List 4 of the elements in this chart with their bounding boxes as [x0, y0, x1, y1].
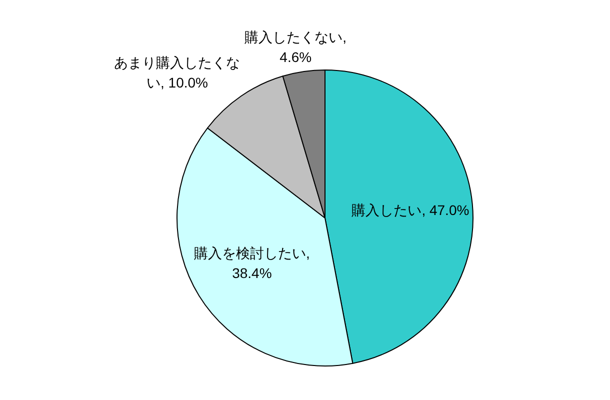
- data-label: 購入したくない, 4.6%: [244, 28, 347, 65]
- data-label: 購入を検討したい, 38.4%: [194, 245, 310, 282]
- data-label: あまり購入したくない, 10.0%: [114, 54, 240, 90]
- data-label: 購入したい, 47.0%: [352, 202, 470, 218]
